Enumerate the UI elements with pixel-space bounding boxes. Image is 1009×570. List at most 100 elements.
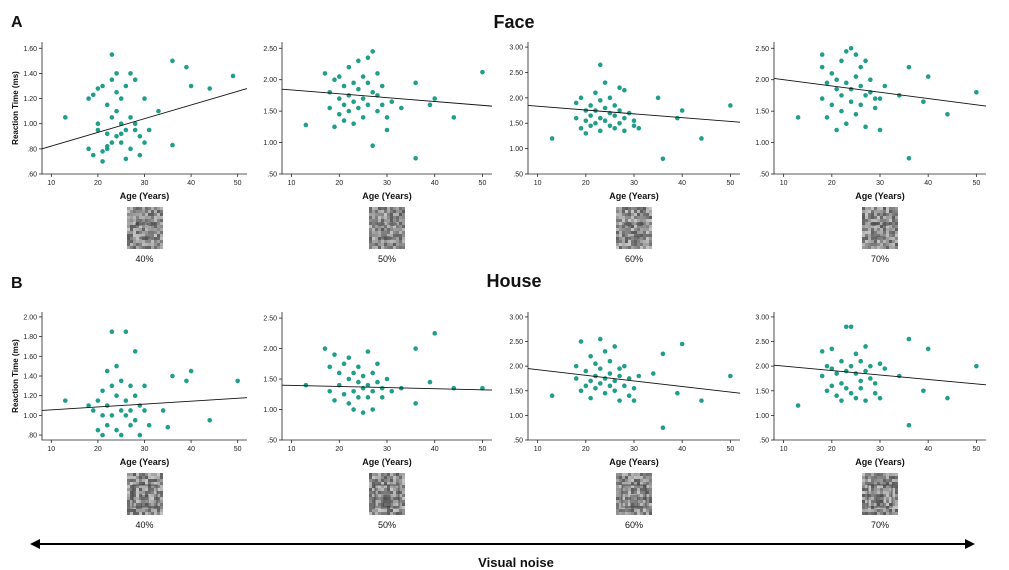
data-point [480, 69, 485, 75]
data-point [839, 358, 844, 364]
data-point [578, 388, 584, 394]
noise-level-label: 40% [135, 254, 154, 264]
data-point [602, 390, 608, 396]
x-tick-label: 40 [187, 446, 195, 453]
data-point [573, 376, 579, 381]
data-point [872, 96, 878, 101]
data-point [795, 403, 801, 408]
data-point [137, 432, 143, 438]
data-point [906, 64, 912, 70]
data-point [114, 427, 119, 433]
scatter-plot-house-70pct: .50 1.00 1.50 2.00 2.50 3.00 10 20 30 40 50 Age (Ye… [748, 312, 990, 479]
y-tick-label: 1.00 [509, 413, 523, 420]
data-point [379, 395, 385, 400]
data-point [877, 127, 883, 133]
data-point [356, 58, 361, 64]
data-point [819, 64, 825, 70]
y-tick-label: 1.40 [23, 374, 37, 381]
y-axis-label: Reaction Time (ms) [11, 339, 20, 413]
data-point [142, 408, 147, 413]
data-point [974, 89, 979, 95]
data-point [872, 390, 878, 396]
data-point [863, 368, 868, 374]
data-point [631, 123, 637, 129]
house-stimulus-icon [616, 473, 652, 515]
data-point [104, 403, 110, 408]
data-point [945, 395, 950, 401]
data-point [578, 339, 584, 344]
axes [527, 312, 740, 441]
data-point [165, 424, 171, 430]
axes [41, 312, 247, 441]
x-tick-label: 30 [141, 180, 149, 187]
data-point [100, 149, 105, 154]
data-point [578, 95, 584, 101]
data-point [114, 363, 119, 369]
data-point [593, 120, 598, 126]
data-point [100, 388, 105, 394]
data-point [109, 115, 115, 120]
x-tick-label: 40 [187, 180, 195, 187]
data-point [593, 386, 598, 391]
x-tick-label: 10 [534, 180, 542, 187]
y-tick-label: .50 [267, 172, 277, 179]
data-point [356, 105, 361, 111]
data-point [109, 77, 115, 83]
data-point [351, 80, 356, 86]
x-tick-label: 50 [234, 180, 242, 187]
data-point [123, 329, 129, 334]
face-stimulus-icon [126, 207, 163, 249]
data-point [346, 93, 352, 98]
x-tick-label: 10 [780, 180, 788, 187]
data-point [132, 418, 138, 423]
data-point [100, 413, 105, 418]
data-point [853, 74, 859, 79]
y-tick-label: 1.50 [755, 388, 769, 395]
y-tick-label: .50 [513, 438, 523, 445]
noise-level-label: 70% [870, 254, 889, 264]
data-point [868, 77, 873, 83]
y-tick-label: 2.50 [755, 339, 769, 346]
scatter-plot-face-60pct: .50 1.00 1.50 2.00 2.50 3.00 10 20 30 40 50 Age (Ye… [502, 42, 744, 213]
scatter-plot-house-60pct: .50 1.00 1.50 2.00 2.50 3.00 10 20 30 40 50 Age (Ye… [502, 312, 744, 479]
data-point [974, 363, 979, 369]
data-point [593, 361, 598, 366]
data-point [839, 398, 844, 403]
y-tick-label: 2.00 [263, 77, 277, 84]
y-tick-label: .50 [759, 438, 769, 445]
data-point [123, 398, 129, 403]
data-point [346, 355, 352, 361]
x-axis-label: Age (Years) [609, 191, 659, 201]
x-tick-label: 20 [828, 180, 836, 187]
data-point [795, 115, 801, 120]
data-point [863, 344, 868, 349]
data-point [432, 331, 438, 336]
data-point [104, 422, 110, 428]
data-point [327, 89, 333, 95]
data-point [853, 395, 859, 401]
y-tick-label: .80 [27, 433, 37, 440]
y-tick-label: 1.50 [263, 377, 277, 384]
x-tick-label: 30 [876, 180, 884, 187]
y-tick-label: 2.00 [263, 346, 277, 353]
noise-level-label: 50% [377, 520, 396, 530]
data-point [432, 96, 438, 101]
data-point [839, 58, 844, 64]
data-point [351, 370, 356, 376]
data-point [617, 398, 622, 403]
scatter-plot-face-40pct: .60 .80 1.00 1.20 1.40 1.60 10 20 30 40 50 Age (Yea… [11, 42, 251, 213]
y-tick-label: .50 [267, 438, 277, 445]
data-point [384, 376, 390, 382]
data-point [597, 62, 603, 68]
data-point [853, 351, 859, 357]
data-point [188, 83, 194, 89]
y-tick-label: 2.50 [509, 70, 523, 77]
data-point [583, 118, 589, 123]
data-point [728, 103, 733, 108]
data-point [365, 349, 371, 354]
scatter-plot-face-50pct: .50 1.00 1.50 2.00 2.50 10 20 30 40 50 Age (Years) [256, 42, 496, 213]
data-point [360, 115, 366, 120]
data-point [843, 80, 849, 86]
x-tick-label: 30 [630, 180, 638, 187]
y-tick-label: 1.50 [509, 121, 523, 128]
